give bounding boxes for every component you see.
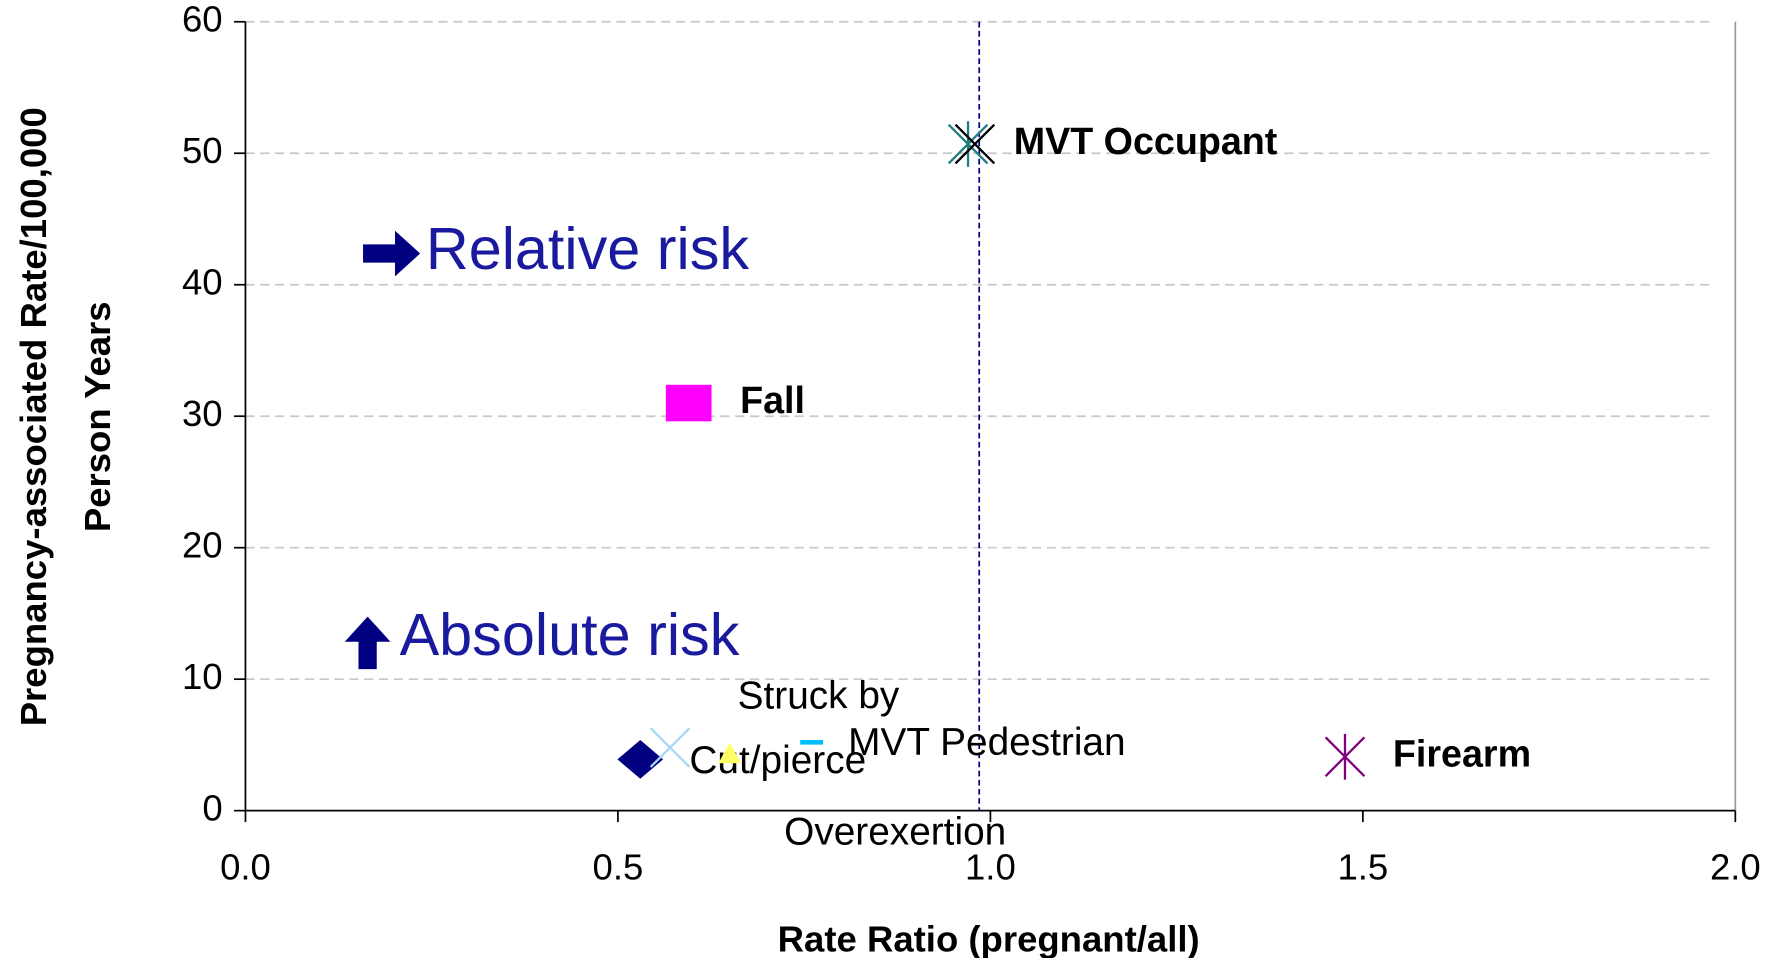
marker: [718, 742, 742, 764]
y-tick-label: 40: [182, 261, 223, 302]
point-label: Cut/pierce: [689, 739, 866, 782]
x-axis-label: Rate Ratio (pregnant/all): [778, 919, 1200, 958]
y-tick-label: 30: [182, 393, 223, 434]
x-tick-label: 1.0: [965, 847, 1016, 888]
point-label: MVT Pedestrian: [848, 721, 1125, 764]
y-tick-label: 0: [202, 787, 222, 828]
marker: [617, 739, 664, 779]
y-axis-label: Pregnancy-associated Rate/100,000: [13, 107, 54, 726]
x-tick-label: 0.0: [220, 847, 271, 888]
annotation: Relative risk: [426, 215, 750, 282]
point-label: Overexertion: [784, 810, 1006, 853]
marker: [947, 121, 989, 167]
annotation: Absolute risk: [400, 601, 740, 668]
x-tick-label: 0.5: [593, 847, 644, 888]
y-axis-label: Person Years: [77, 301, 118, 532]
marker: [649, 727, 691, 768]
y-tick-label: 20: [182, 524, 223, 565]
marker: [665, 384, 712, 422]
point-label: MVT Occupant: [1014, 120, 1278, 162]
y-tick-label: 10: [182, 656, 223, 697]
marker: [954, 123, 996, 165]
x-tick-label: 2.0: [1710, 847, 1761, 888]
arrow-right: [363, 230, 421, 277]
point-label: Firearm: [1393, 733, 1531, 775]
marker: [1324, 733, 1366, 780]
point-label: Struck by: [738, 675, 900, 718]
y-tick-label: 50: [182, 130, 223, 171]
arrow-up: [344, 616, 391, 670]
x-tick-label: 1.5: [1337, 847, 1388, 888]
point-label: Fall: [740, 379, 805, 421]
y-tick-label: 60: [182, 0, 223, 39]
